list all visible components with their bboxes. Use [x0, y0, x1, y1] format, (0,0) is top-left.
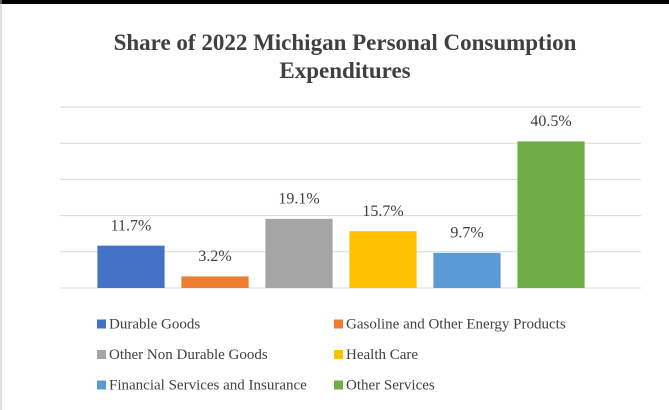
legend-swatch [334, 319, 343, 329]
bar [433, 252, 501, 288]
data-label: 40.5% [530, 113, 571, 130]
bar [97, 245, 165, 288]
legend-label: Gasoline and Other Energy Products [346, 316, 566, 332]
legend-label: Financial Services and Insurance [109, 377, 307, 393]
data-label: 19.1% [278, 191, 319, 208]
bar [265, 218, 333, 288]
data-label: 9.7% [450, 225, 483, 242]
legend-swatch [334, 380, 343, 390]
legend-swatch [97, 319, 106, 329]
bar [181, 276, 249, 288]
bar [517, 141, 585, 288]
legend-swatch [97, 380, 106, 390]
legend-label: Other Services [346, 377, 435, 393]
legend-label: Durable Goods [109, 316, 200, 332]
legend-label: Other Non Durable Goods [109, 347, 268, 363]
chart-title: Share of 2022 Michigan Personal Consumpt… [114, 30, 577, 83]
data-label: 11.7% [111, 217, 152, 234]
legend-swatch [334, 350, 343, 359]
legend-label: Health Care [346, 347, 418, 363]
data-label: 3.2% [198, 248, 231, 265]
data-label: 15.7% [362, 203, 403, 220]
legend-swatch [97, 350, 106, 359]
bar [349, 231, 417, 288]
